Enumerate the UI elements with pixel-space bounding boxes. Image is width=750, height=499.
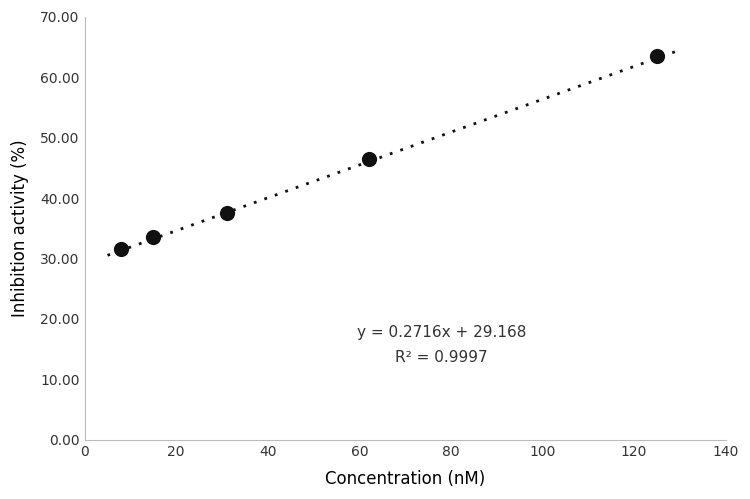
Text: y = 0.2716x + 29.168
R² = 0.9997: y = 0.2716x + 29.168 R² = 0.9997 [357, 325, 526, 365]
Point [220, 209, 232, 217]
X-axis label: Concentration (nM): Concentration (nM) [325, 470, 485, 488]
Point [651, 52, 663, 60]
Y-axis label: Inhibition activity (%): Inhibition activity (%) [11, 139, 29, 317]
Point [362, 155, 374, 163]
Point [116, 246, 128, 253]
Point [147, 234, 159, 242]
